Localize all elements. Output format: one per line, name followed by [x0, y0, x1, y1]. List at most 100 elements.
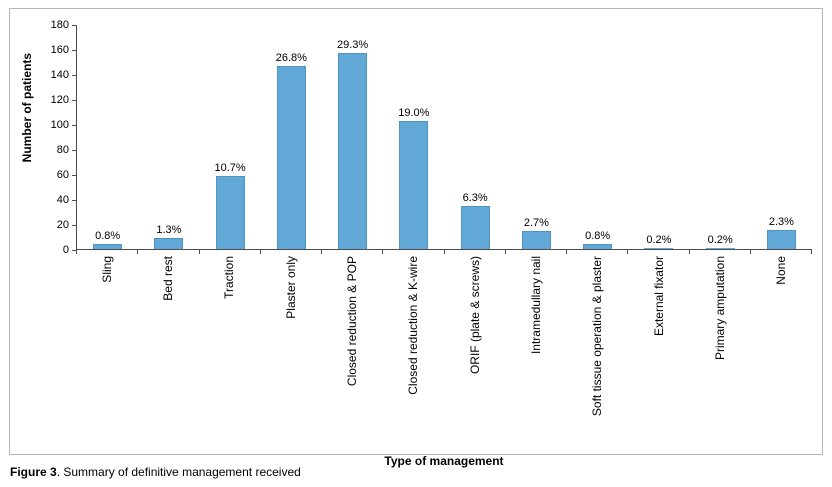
y-tick-label: 160	[50, 44, 69, 56]
x-label-cell: Traction	[199, 256, 260, 448]
bar	[276, 66, 306, 249]
y-tick-mark	[72, 24, 76, 26]
bar-column: 0.2%	[628, 25, 689, 249]
y-tick-mark	[72, 74, 76, 76]
y-tick-mark	[72, 224, 76, 226]
y-tick-label: 120	[50, 94, 69, 106]
x-label-cell: Bed rest	[137, 256, 198, 448]
plot-column: 0.8% 1.3% 10.7% 26.8% 29.3% 19.0% 6.3% 2.7% 0.8%…	[76, 17, 812, 468]
bar-percent-label: 29.3%	[337, 39, 369, 51]
x-tick-cell	[383, 250, 445, 254]
y-tick-mark	[72, 249, 76, 251]
y-tick-label: 100	[50, 119, 69, 131]
x-label-cell: Plaster only	[260, 256, 321, 448]
y-tick: 120	[51, 94, 76, 106]
y-axis-ticks: 0 20 40 60 80 100 120 140 160 180	[38, 17, 76, 256]
bar-column: 2.3%	[751, 25, 812, 249]
figure-caption: Figure 3. Summary of definitive manageme…	[9, 465, 823, 479]
x-category-label: Sling	[99, 256, 114, 283]
y-tick-label: 40	[56, 194, 69, 206]
bar-percent-label: 10.7%	[214, 162, 246, 174]
x-tick-cell	[690, 250, 751, 254]
x-label-cell: Intramedullary nail	[505, 256, 566, 448]
x-axis-title: Type of management	[384, 454, 504, 468]
y-tick: 0	[63, 244, 76, 256]
x-category-label: ORIF (plate & screws)	[467, 256, 482, 375]
y-tick-label: 180	[50, 19, 69, 31]
x-category-label: External fixator	[651, 256, 666, 337]
bar	[705, 248, 735, 249]
x-category-label: Closed reduction & K-wire	[406, 256, 421, 395]
x-label-cell: ORIF (plate & screws)	[444, 256, 505, 448]
y-tick-label: 0	[62, 244, 69, 256]
x-category-label: Bed rest	[160, 256, 175, 301]
bar-column: 19.0%	[383, 25, 444, 249]
x-label-cell: Primary amputation	[689, 256, 750, 448]
x-label-cell: None	[751, 256, 812, 448]
bar-column: 2.7%	[506, 25, 567, 249]
figure-caption-number: Figure 3	[10, 465, 57, 479]
bar-percent-label: 1.3%	[156, 224, 182, 236]
y-tick-mark	[72, 149, 76, 151]
bar-column: 29.3%	[322, 25, 383, 249]
y-tick: 180	[51, 19, 76, 31]
bar-chart: Number of patients 0 20 40 60 80 100 120 140 160…	[16, 17, 812, 468]
y-tick-label: 60	[56, 169, 69, 181]
chart-frame: Number of patients 0 20 40 60 80 100 120 140 160…	[9, 8, 823, 468]
y-tick: 60	[57, 169, 76, 181]
x-category-label: Intramedullary nail	[528, 256, 543, 355]
plot-region: 0 20 40 60 80 100 120 140 160 180 0.8% 1.3% 10.7% 26…	[38, 17, 812, 468]
y-tick-mark	[72, 124, 76, 126]
x-category-label: Primary amputation	[712, 256, 727, 361]
x-label-cell: Sling	[76, 256, 137, 448]
x-category-label: Plaster only	[283, 256, 298, 319]
x-tick-cell	[506, 250, 567, 254]
y-tick-label: 140	[50, 69, 69, 81]
y-tick: 80	[57, 144, 76, 156]
x-tick-cell	[445, 250, 506, 254]
bar-column: 6.3%	[445, 25, 506, 249]
bar-column: 26.8%	[261, 25, 322, 249]
y-tick-mark	[72, 174, 76, 176]
x-category-label: None	[774, 256, 789, 285]
bar-column: 0.2%	[690, 25, 751, 249]
chart-main: 0 20 40 60 80 100 120 140 160 180 0.8% 1.3% 10.7% 26…	[38, 17, 812, 468]
bar-percent-label: 26.8%	[275, 52, 307, 64]
y-tick: 160	[51, 44, 76, 56]
bar-percent-label: 2.3%	[768, 216, 794, 228]
y-tick-label: 80	[56, 144, 69, 156]
bar-column: 0.8%	[567, 25, 628, 249]
x-tick-cell	[261, 250, 322, 254]
bar	[644, 248, 674, 249]
x-category-label: Closed reduction & POP	[344, 256, 359, 387]
x-axis-tick-marks	[76, 250, 812, 254]
x-axis-labels: Sling Bed rest Traction Plaster only Closed …	[76, 256, 812, 448]
x-tick-cell	[628, 250, 690, 254]
y-tick: 20	[57, 219, 76, 231]
bar	[460, 206, 490, 249]
bar-percent-label: 6.3%	[462, 192, 488, 204]
bar-percent-label: 0.8%	[585, 230, 611, 242]
x-label-cell: Closed reduction & POP	[321, 256, 382, 448]
y-tick-mark	[72, 99, 76, 101]
y-tick: 140	[51, 69, 76, 81]
bar-percent-label: 0.2%	[646, 234, 672, 246]
x-tick-cell	[322, 250, 384, 254]
bar	[215, 176, 245, 249]
bar	[583, 244, 613, 249]
bar-percent-label: 0.2%	[707, 234, 733, 246]
bar-percent-label: 19.0%	[398, 107, 430, 119]
bar	[521, 231, 551, 249]
y-tick-mark	[72, 199, 76, 201]
y-tick: 100	[51, 119, 76, 131]
bar	[766, 230, 796, 249]
x-tick-cell	[76, 250, 139, 254]
bar	[399, 121, 429, 249]
bar-percent-label: 2.7%	[523, 217, 549, 229]
x-label-cell: Closed reduction & K-wire	[383, 256, 444, 448]
x-label-cell: Soft tissue operation & plaster	[567, 256, 628, 448]
x-tick-cell	[751, 250, 812, 254]
bar-column: 10.7%	[200, 25, 261, 249]
y-tick-mark	[72, 49, 76, 51]
